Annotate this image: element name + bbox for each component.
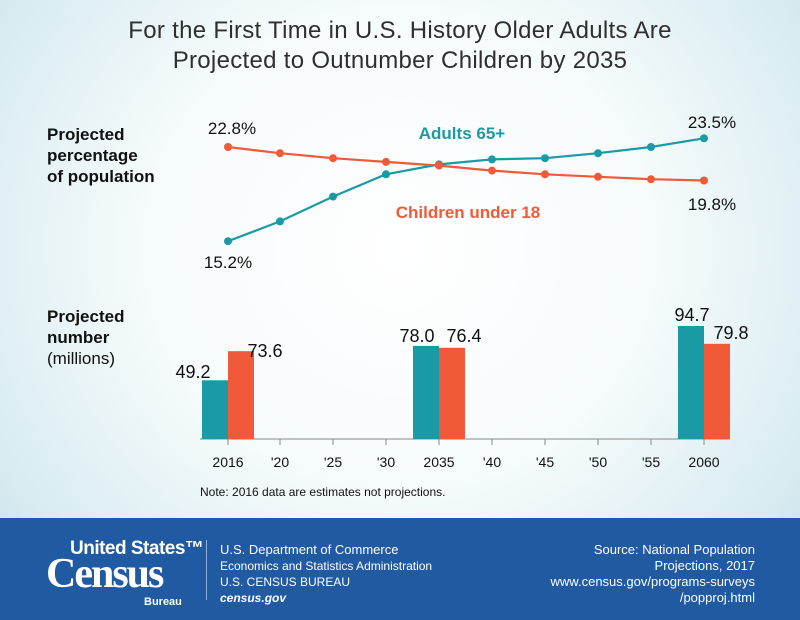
line-point-1-2 (329, 154, 337, 163)
bar-value-label-1-4: 76.4 (446, 326, 481, 346)
source-url-2[interactable]: /popproj.html (679, 590, 755, 605)
line-point-1-9 (700, 176, 708, 185)
footer-bar: United States™ Census Bureau U.S. Depart… (0, 518, 800, 620)
line-series-0 (227, 137, 705, 243)
census-gov-link[interactable]: census.gov (220, 591, 287, 605)
x-tick-label-1: '20 (271, 454, 289, 470)
line-point-1-1 (276, 149, 284, 158)
x-tick-label-7: '50 (589, 454, 607, 470)
source-url-1[interactable]: www.census.gov/programs-surveys (550, 574, 755, 589)
line-point-0-7 (594, 149, 602, 158)
bar-chart-label-1: Projected (47, 307, 125, 326)
source-line-1: Source: National Population (593, 542, 755, 557)
line-point-1-0 (224, 143, 232, 151)
dept-line-2: Economics and Statistics Administration (220, 559, 433, 573)
line-point-0-1 (276, 217, 284, 226)
chart-title: For the First Time in U.S. History Older… (0, 16, 800, 76)
line-chart-label-2: percentage (47, 146, 138, 165)
line-point-0-2 (329, 192, 337, 201)
x-tick-label-2: '25 (324, 454, 342, 470)
line-point-1-3 (382, 157, 390, 166)
chart-note: Note: 2016 data are estimates not projec… (200, 485, 446, 499)
bar-1-4 (439, 347, 465, 439)
dept-line-1: U.S. Department of Commerce (220, 542, 399, 557)
line-point-0-9 (700, 134, 708, 143)
series-label-children: Children under 18 (396, 203, 541, 222)
line-point-1-8 (647, 175, 655, 184)
line-chart-label-3: of population (47, 167, 155, 186)
bar-chart-label-3: (millions) (47, 349, 115, 368)
line-point-0-3 (382, 170, 390, 179)
chart-title-line-1: For the First Time in U.S. History Older… (128, 17, 672, 44)
bar-0-4 (413, 345, 439, 439)
line-value-label-1-0: 22.8% (208, 119, 256, 138)
bar-value-label-1-9: 79.8 (713, 323, 748, 343)
bar-0-9 (678, 326, 704, 439)
line-point-0-6 (541, 154, 549, 163)
line-chart-label-1: Projected (47, 125, 125, 144)
x-tick-label-6: '45 (536, 454, 554, 470)
x-tick-label-3: '30 (377, 454, 395, 470)
bar-value-label-0-9: 94.7 (674, 305, 709, 325)
x-tick-label-0: 2016 (212, 454, 243, 470)
line-point-0-8 (647, 143, 655, 151)
line-value-label-0-0: 15.2% (204, 253, 252, 272)
bar-value-label-0-0: 49.2 (175, 362, 210, 382)
bar-value-label-0-4: 78.0 (399, 326, 434, 346)
chart-title-line-2: Projected to Outnumber Children by 2035 (172, 47, 628, 74)
bar-1-9 (704, 343, 730, 439)
line-chart-label: Projected percentage of population (47, 124, 155, 187)
bar-chart-label: Projected number (millions) (47, 306, 124, 369)
logo-united-states: United States™ (70, 538, 204, 559)
x-tick-label-5: '40 (483, 454, 501, 470)
line-point-0-0 (224, 237, 232, 246)
department-info: U.S. Department of Commerce Economics an… (220, 542, 432, 606)
x-tick-label-9: 2060 (688, 454, 719, 470)
bar-value-label-1-0: 73.6 (247, 341, 282, 361)
x-tick-label-4: 2035 (423, 454, 454, 470)
source-info: Source: National Population Projections,… (551, 542, 755, 606)
bar-1-0 (228, 351, 254, 439)
series-label-adults: Adults 65+ (419, 124, 506, 143)
dept-line-3: U.S. CENSUS BUREAU (220, 575, 351, 589)
line-value-label-0-9: 23.5% (688, 113, 736, 132)
line-point-1-5 (488, 166, 496, 175)
source-line-2: Projections, 2017 (654, 558, 755, 573)
chart-canvas: 15.2% 23.5% 22.8% 19.8% Adults 65+ Children u… (175, 113, 748, 470)
line-point-1-7 (594, 172, 602, 181)
line-series-1 (227, 145, 705, 182)
line-point-0-5 (488, 155, 496, 164)
bar-chart-label-2: number (47, 328, 110, 347)
line-value-label-1-9: 19.8% (688, 195, 736, 214)
footer-divider (206, 540, 207, 600)
line-point-1-6 (541, 170, 549, 179)
bar-0-0 (202, 380, 228, 439)
x-tick-label-8: '55 (642, 454, 660, 470)
logo-census: Census (46, 551, 164, 597)
census-logo[interactable]: United States™ Census Bureau (40, 538, 204, 608)
line-point-1-4 (435, 161, 443, 170)
logo-bureau: Bureau (144, 596, 182, 608)
